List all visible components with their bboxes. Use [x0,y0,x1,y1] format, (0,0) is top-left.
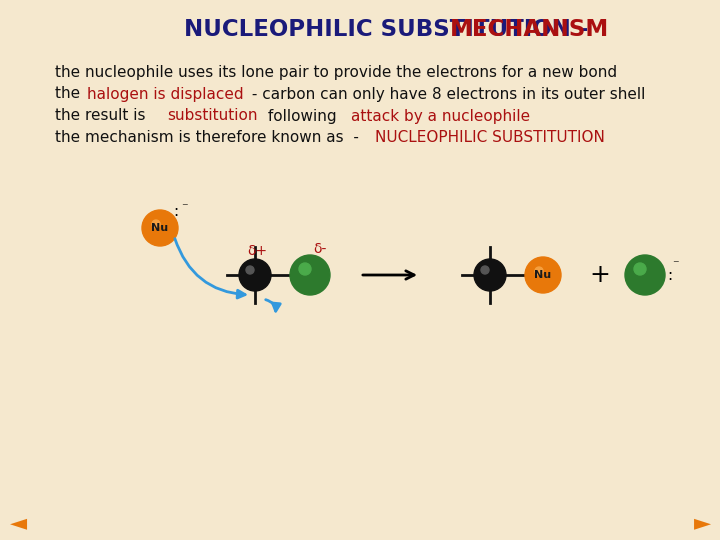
Circle shape [246,266,254,274]
Circle shape [239,259,271,291]
Text: δ+: δ+ [247,244,267,258]
Text: Nu: Nu [151,223,168,233]
Text: attack by a nucleophile: attack by a nucleophile [351,109,530,124]
Text: the nucleophile uses its lone pair to provide the electrons for a new bond: the nucleophile uses its lone pair to pr… [55,64,617,79]
Circle shape [525,257,561,293]
Text: ⁻: ⁻ [181,201,187,214]
Circle shape [474,259,506,291]
Text: halogen is displaced: halogen is displaced [87,86,243,102]
Text: +: + [590,263,611,287]
Circle shape [634,263,646,275]
Text: ►: ► [693,513,711,533]
FancyArrowPatch shape [175,239,245,298]
Circle shape [290,255,330,295]
FancyArrowPatch shape [266,300,280,311]
Text: NUCLEOPHILIC SUBSTITUTION -: NUCLEOPHILIC SUBSTITUTION - [184,18,597,42]
Circle shape [299,263,311,275]
Circle shape [535,267,543,275]
Circle shape [142,210,178,246]
Circle shape [625,255,665,295]
Text: δ-: δ- [313,242,327,256]
Text: - carbon can only have 8 electrons in its outer shell: - carbon can only have 8 electrons in it… [247,86,645,102]
Text: :: : [174,205,179,219]
Text: ⁻: ⁻ [672,259,678,272]
Text: :: : [667,267,672,282]
Text: MECHANISM: MECHANISM [450,18,610,42]
Text: NUCLEOPHILIC SUBSTITUTION: NUCLEOPHILIC SUBSTITUTION [375,131,605,145]
Circle shape [481,266,489,274]
Circle shape [152,220,160,228]
Text: the mechanism is therefore known as  -: the mechanism is therefore known as - [55,131,369,145]
Text: substitution: substitution [167,109,258,124]
Text: following: following [263,109,341,124]
Text: the: the [55,86,85,102]
Text: ◄: ◄ [9,513,27,533]
Text: the result is: the result is [55,109,150,124]
Text: Nu: Nu [534,270,552,280]
